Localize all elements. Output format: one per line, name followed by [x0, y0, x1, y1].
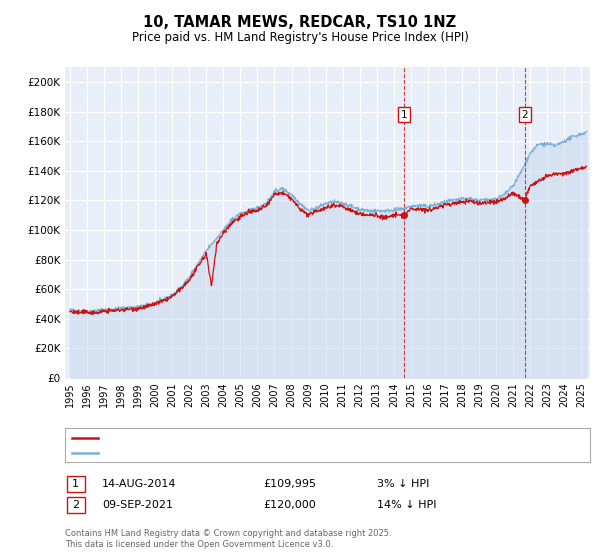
Text: Contains HM Land Registry data © Crown copyright and database right 2025.
This d: Contains HM Land Registry data © Crown c… [65, 529, 391, 549]
Text: 14-AUG-2014: 14-AUG-2014 [102, 479, 176, 489]
Text: 14% ↓ HPI: 14% ↓ HPI [377, 500, 436, 510]
Text: 2: 2 [521, 110, 528, 119]
Text: £120,000: £120,000 [263, 500, 316, 510]
Text: £109,995: £109,995 [263, 479, 316, 489]
Text: 1: 1 [401, 110, 407, 119]
Text: 1: 1 [72, 479, 79, 489]
Text: HPI: Average price, semi-detached house, Redcar and Cleveland: HPI: Average price, semi-detached house,… [102, 447, 423, 458]
Text: 10, TAMAR MEWS, REDCAR, TS10 1NZ: 10, TAMAR MEWS, REDCAR, TS10 1NZ [143, 15, 457, 30]
Text: 10, TAMAR MEWS, REDCAR, TS10 1NZ (semi-detached house): 10, TAMAR MEWS, REDCAR, TS10 1NZ (semi-d… [102, 433, 411, 443]
Text: 09-SEP-2021: 09-SEP-2021 [102, 500, 173, 510]
Text: Price paid vs. HM Land Registry's House Price Index (HPI): Price paid vs. HM Land Registry's House … [131, 31, 469, 44]
Text: 3% ↓ HPI: 3% ↓ HPI [377, 479, 429, 489]
Text: 2: 2 [72, 500, 79, 510]
